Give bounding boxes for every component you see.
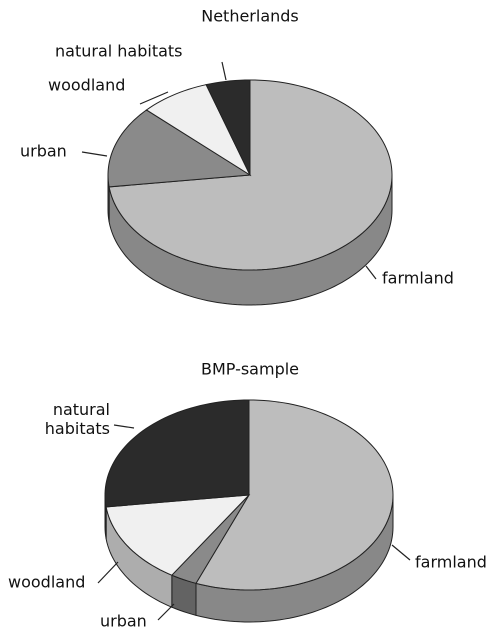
slice-label: natural habitats xyxy=(55,42,183,61)
leader-line xyxy=(113,424,135,429)
pie-tops xyxy=(104,399,394,591)
pie-slice xyxy=(105,494,251,576)
pie-slice xyxy=(205,79,251,176)
slice-label: farmland xyxy=(415,553,487,572)
slice-label: woodland xyxy=(48,76,125,95)
leader-line xyxy=(157,603,175,621)
leader-line xyxy=(365,265,377,280)
slice-label: urban xyxy=(100,612,147,631)
leader-line xyxy=(97,561,119,584)
slice-label: urban xyxy=(20,142,67,161)
leader-line xyxy=(139,91,169,105)
pie-tops xyxy=(107,79,393,271)
leader-line xyxy=(391,544,411,561)
chart-title: Netherlands xyxy=(201,7,299,26)
leader-line xyxy=(221,61,227,81)
slice-label: farmland xyxy=(382,269,454,288)
chart-title: BMP-sample xyxy=(201,360,299,379)
pie-slice xyxy=(170,494,250,584)
pie-slice xyxy=(104,399,250,508)
pie-slice xyxy=(195,399,394,591)
slice-label: woodland xyxy=(8,573,85,592)
leader-line xyxy=(81,151,108,157)
pie-slice xyxy=(107,109,252,188)
pie-slice xyxy=(145,84,252,177)
slice-label: natural habitats xyxy=(45,400,110,438)
